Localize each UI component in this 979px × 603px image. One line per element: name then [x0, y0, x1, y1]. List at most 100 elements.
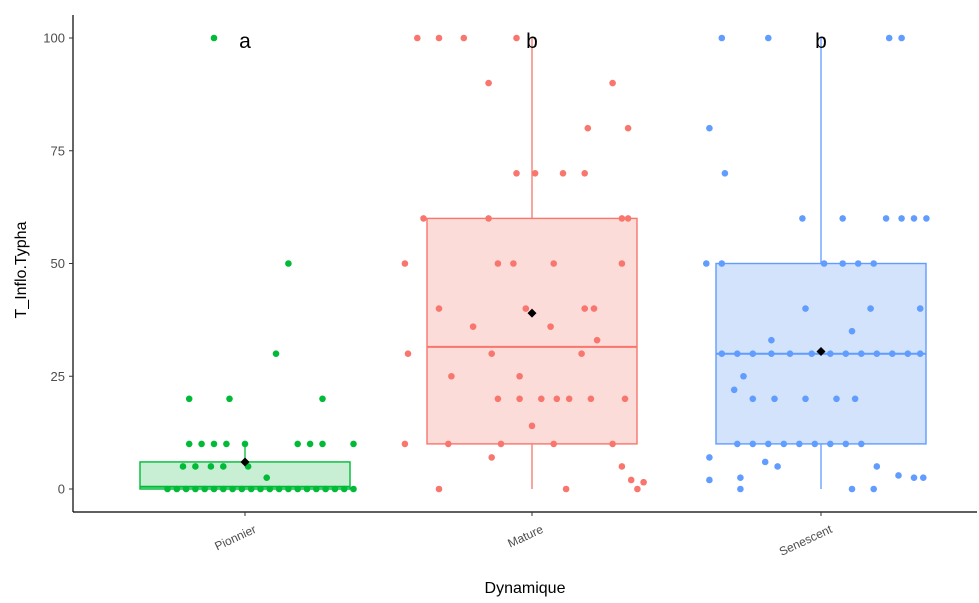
- data-point: [192, 463, 199, 470]
- data-point: [621, 395, 629, 403]
- data-point: [904, 350, 912, 358]
- data-point: [306, 440, 314, 448]
- data-point: [198, 440, 205, 448]
- data-point: [910, 474, 918, 482]
- mean-marker: [240, 457, 250, 467]
- significance-letter: a: [239, 30, 251, 53]
- mean-marker: [527, 308, 537, 318]
- data-point: [889, 350, 896, 358]
- data-point: [873, 463, 881, 470]
- data-point: [226, 395, 233, 403]
- data-point: [802, 395, 809, 403]
- data-point: [538, 395, 545, 403]
- data-point: [839, 260, 846, 267]
- data-point: [485, 79, 492, 87]
- y-tick-label: 50: [51, 256, 65, 271]
- data-point: [920, 474, 927, 482]
- x-ticks-layer: Pionnier Mature Senescent: [212, 512, 835, 559]
- data-point: [870, 260, 877, 267]
- y-axis-title: T_Inflo.Typha: [13, 221, 30, 318]
- data-point: [185, 395, 193, 403]
- data-point: [706, 454, 713, 461]
- data-point: [820, 260, 828, 267]
- data-point: [285, 485, 292, 493]
- data-point: [210, 485, 218, 493]
- data-point: [340, 485, 348, 493]
- data-point: [578, 350, 585, 358]
- data-point: [294, 485, 302, 493]
- data-point: [833, 395, 840, 403]
- data-point: [923, 215, 930, 222]
- data-point: [768, 350, 775, 358]
- data-point: [494, 395, 502, 403]
- data-point: [488, 454, 496, 461]
- significance-letter: b: [815, 30, 827, 53]
- data-point: [624, 124, 632, 132]
- box-mature: [426, 217, 638, 445]
- data-point: [420, 215, 427, 222]
- data-point: [771, 395, 778, 403]
- data-point: [718, 260, 726, 267]
- data-point: [494, 260, 502, 267]
- data-point: [331, 485, 339, 493]
- data-point: [210, 440, 218, 448]
- data-point: [780, 440, 788, 448]
- data-point: [322, 485, 329, 493]
- data-point: [851, 395, 859, 403]
- data-point: [858, 350, 865, 358]
- data-point: [516, 372, 523, 380]
- data-point: [448, 372, 455, 380]
- data-point: [587, 395, 595, 403]
- data-point: [485, 215, 492, 222]
- data-point: [749, 350, 757, 358]
- data-point: [401, 260, 409, 267]
- data-point: [802, 305, 809, 312]
- data-point: [173, 485, 181, 493]
- data-point: [854, 260, 862, 267]
- data-point: [765, 34, 772, 42]
- data-point: [513, 170, 520, 177]
- data-point: [808, 350, 815, 358]
- data-point: [730, 386, 738, 394]
- data-point: [811, 440, 819, 448]
- data-point: [201, 485, 208, 493]
- data-point: [584, 124, 592, 132]
- data-point: [285, 260, 292, 267]
- data-point: [559, 170, 567, 177]
- data-point: [749, 395, 757, 403]
- data-point: [640, 478, 647, 486]
- data-point: [263, 474, 271, 482]
- data-point: [319, 395, 326, 403]
- data-point: [774, 463, 781, 470]
- data-point: [581, 170, 588, 177]
- y-tick-label: 25: [51, 369, 65, 384]
- data-point: [220, 485, 227, 493]
- data-point: [627, 476, 635, 484]
- data-point: [749, 440, 757, 448]
- data-point: [229, 485, 236, 493]
- data-point: [516, 395, 523, 403]
- data-point: [522, 305, 530, 312]
- data-point: [718, 350, 726, 358]
- mean-marker: [816, 346, 826, 356]
- data-point: [435, 34, 443, 42]
- data-point: [885, 34, 893, 42]
- data-point: [827, 350, 834, 358]
- data-point: [488, 350, 496, 358]
- y-ticks-layer: 0 25 50 75 100: [43, 31, 73, 497]
- data-point: [414, 34, 421, 42]
- data-point: [469, 323, 477, 330]
- data-point: [768, 336, 775, 344]
- data-point: [634, 485, 641, 493]
- data-point: [182, 485, 190, 493]
- data-point: [618, 260, 626, 267]
- data-point: [882, 215, 890, 222]
- data-point: [294, 440, 302, 448]
- data-point: [624, 215, 632, 222]
- data-point: [916, 350, 924, 358]
- data-point: [220, 463, 227, 470]
- data-point: [445, 440, 452, 448]
- data-point: [898, 215, 905, 222]
